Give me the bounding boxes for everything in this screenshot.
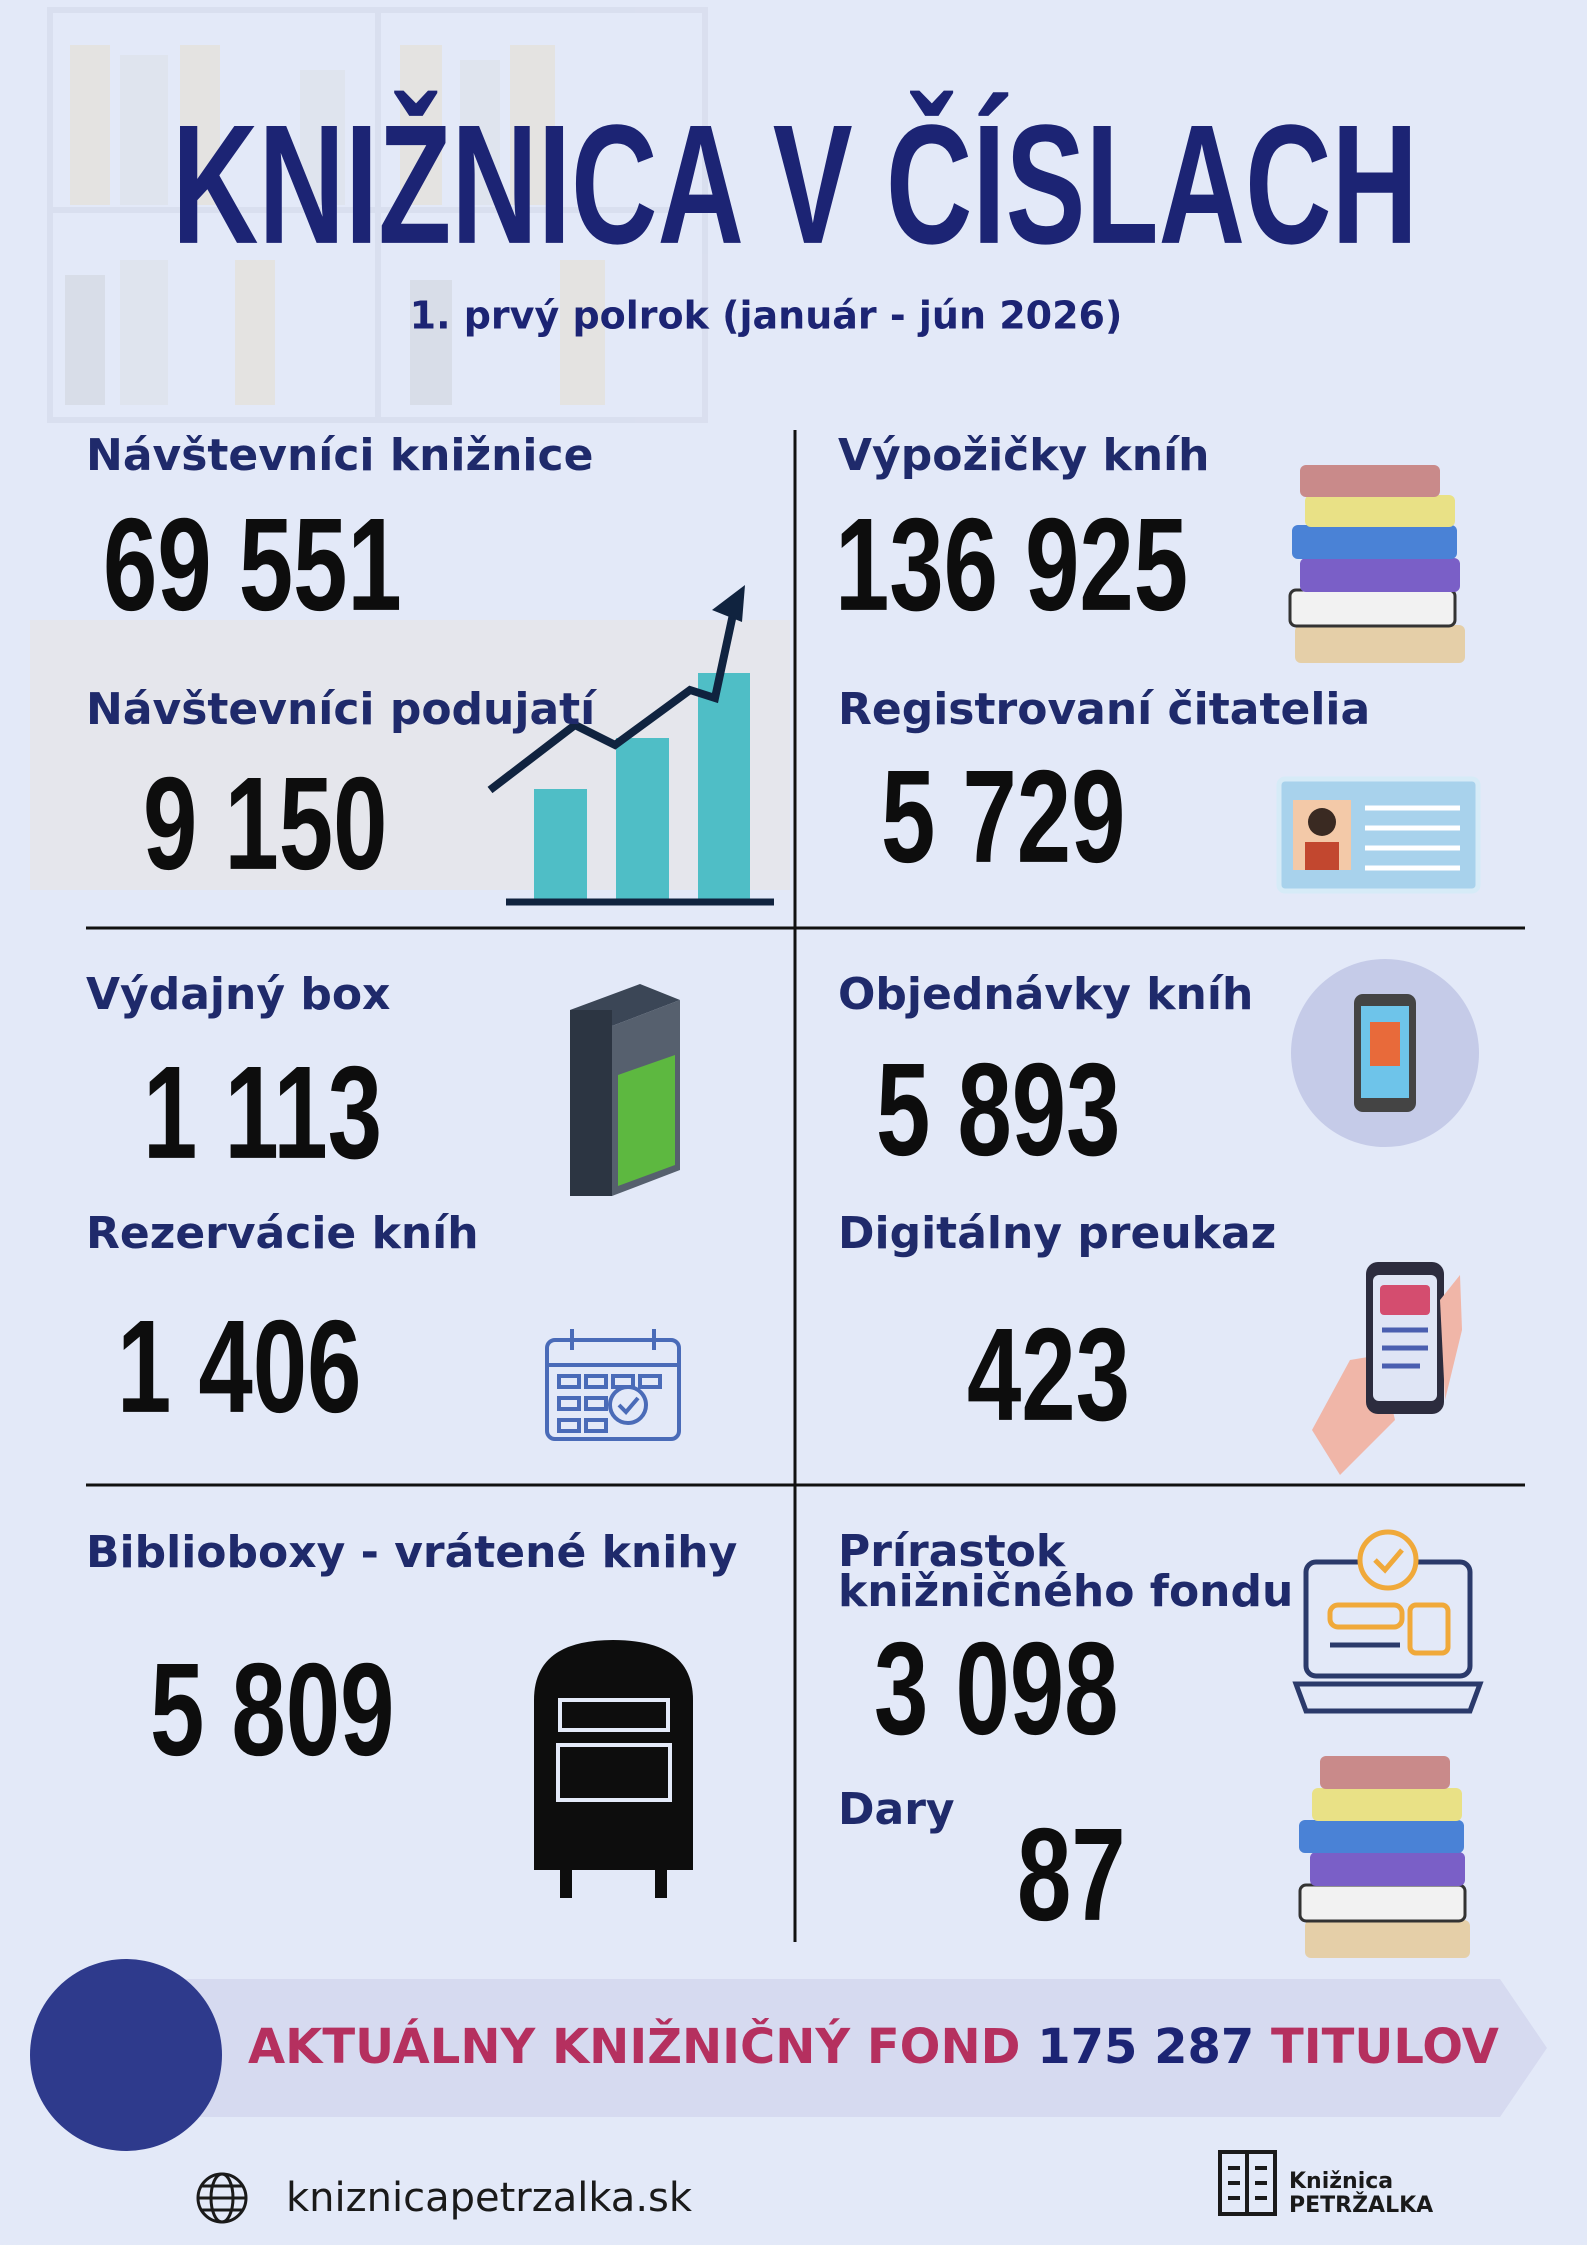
title: KNIŽNICA V ČÍSLACH xyxy=(172,90,1418,280)
website[interactable]: kniznicapetrzalka.sk xyxy=(286,2175,693,2221)
banner-text: AKTUÁLNY KNIŽNIČNÝ FOND 175 287 TITULOV xyxy=(248,2018,1499,2075)
stat-label: knižničného fondu xyxy=(838,1566,1293,1617)
banner-prefix: AKTUÁLNY KNIŽNIČNÝ FOND xyxy=(248,2018,1021,2075)
banner-suffix: TITULOV xyxy=(1271,2019,1499,2075)
logo-line: Knižnica xyxy=(1289,2169,1393,2194)
phone-icon xyxy=(1291,959,1479,1147)
stat-label: Biblioboxy - vrátené knihy xyxy=(86,1527,737,1578)
stat-value: 1 113 xyxy=(143,1039,382,1187)
hand-phone-icon xyxy=(1312,1262,1462,1475)
stat-label: Prírastok xyxy=(838,1526,1067,1577)
stat-value: 9 150 xyxy=(143,750,387,898)
stat-label: Registrovaní čitatelia xyxy=(838,684,1370,735)
stat-label: Objednávky kníh xyxy=(838,969,1253,1020)
logo-line: PETRŽALKA xyxy=(1289,2192,1433,2218)
banner: AKTUÁLNY KNIŽNIČNÝ FOND 175 287 TITULOV xyxy=(30,1959,1547,2151)
stat-label: Výpožičky kníh xyxy=(838,430,1210,481)
laptop-icon xyxy=(1292,1529,1484,1714)
stat-value: 423 xyxy=(967,1301,1130,1449)
locker-icon xyxy=(570,984,680,1196)
growth-icon xyxy=(487,585,774,906)
logo-icon xyxy=(1218,2150,1277,2216)
stat-value: 136 925 xyxy=(835,491,1188,639)
stat-value: 3 098 xyxy=(874,1615,1118,1763)
stat-label: Návštevníci knižnice xyxy=(86,430,593,481)
books-icon xyxy=(1298,1756,1470,1958)
stat-value: 5 729 xyxy=(881,743,1125,891)
subtitle: 1. prvý polrok (január - jún 2026) xyxy=(410,294,1123,338)
stat-label: Rezervácie kníh xyxy=(86,1208,479,1259)
globe-icon xyxy=(196,2172,248,2224)
stat-label: Digitálny preukaz xyxy=(838,1208,1276,1259)
banner-value: 175 287 xyxy=(1037,2019,1254,2075)
stat-value: 1 406 xyxy=(117,1293,361,1441)
dividers xyxy=(86,430,1525,1942)
stat-value: 5 893 xyxy=(876,1036,1120,1184)
stat-value: 69 551 xyxy=(103,491,402,639)
bibliobox-icon xyxy=(534,1640,693,1898)
stat-value: 5 809 xyxy=(150,1636,394,1784)
id-card-icon xyxy=(1276,776,1481,894)
books-icon xyxy=(1288,465,1465,663)
stat-label: Výdajný box xyxy=(86,969,390,1020)
stat-label: Dary xyxy=(838,1784,955,1835)
stat-label: Návštevníci podujatí xyxy=(86,684,598,735)
stat-value: 87 xyxy=(1017,1801,1126,1949)
calendar-icon xyxy=(545,1329,681,1441)
